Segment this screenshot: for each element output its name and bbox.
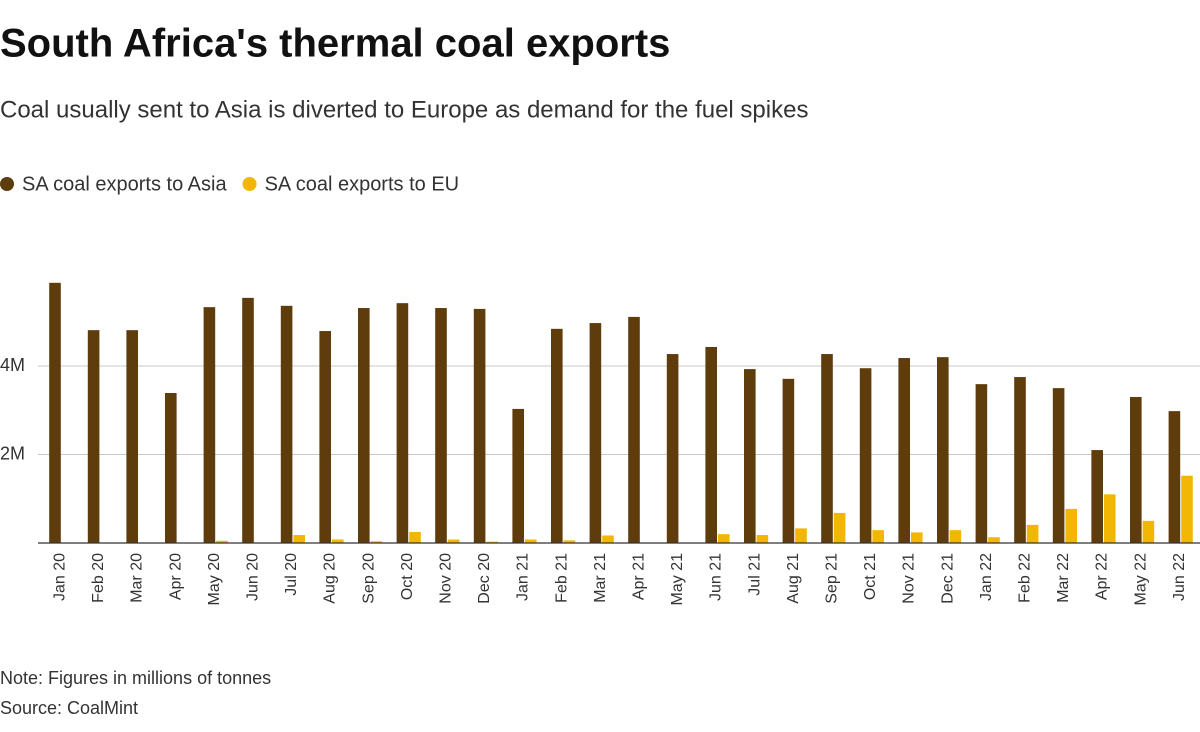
x-tick-label: Jun 21	[708, 553, 725, 601]
x-tick-label: Feb 20	[90, 553, 107, 603]
y-tick-label: 2M	[0, 443, 25, 463]
bar	[795, 528, 807, 543]
x-tick-label: Apr 22	[1094, 553, 1111, 600]
x-tick-label: Oct 21	[862, 553, 879, 600]
x-tick-label: May 22	[1132, 553, 1149, 606]
bar	[859, 368, 872, 543]
bar	[370, 541, 383, 543]
x-tick-label: Mar 21	[592, 553, 609, 603]
x-tick-label: Dec 21	[939, 553, 956, 604]
chart-title: South Africa's thermal coal exports	[0, 22, 670, 66]
bar	[87, 330, 100, 543]
x-tick-label: Jun 20	[245, 553, 262, 601]
x-tick-label: Aug 21	[785, 553, 802, 604]
x-tick-label: Oct 20	[399, 553, 416, 600]
bar	[628, 316, 640, 543]
bar	[1065, 508, 1077, 543]
y-tick-label: 4M	[0, 355, 25, 375]
bar	[332, 539, 344, 543]
bar	[821, 354, 833, 543]
bar	[1168, 411, 1181, 543]
x-tick-label: Jun 22	[1171, 553, 1188, 601]
legend-label: SA coal exports to EU	[265, 173, 460, 195]
x-tick-label: Apr 20	[167, 553, 184, 600]
bar	[1052, 388, 1065, 543]
bar	[216, 540, 228, 543]
bar	[949, 530, 962, 543]
bar	[1130, 396, 1142, 543]
bar	[447, 539, 460, 543]
x-tick-label: Nov 20	[438, 553, 455, 604]
bar	[203, 307, 216, 543]
x-tick-label: Mar 22	[1055, 553, 1072, 603]
bar	[242, 297, 254, 543]
legend-label: SA coal exports to Asia	[22, 173, 227, 195]
x-tick-label: Feb 21	[553, 553, 570, 603]
x-tick-label: Apr 21	[631, 553, 648, 600]
bar	[937, 357, 949, 543]
bar	[409, 531, 421, 543]
x-tick-label: Dec 20	[476, 553, 493, 604]
bar	[1142, 520, 1155, 543]
x-tick-label: Sep 21	[824, 553, 841, 604]
bar	[589, 323, 602, 543]
bar	[126, 330, 138, 543]
bar	[756, 535, 769, 543]
bar	[833, 512, 846, 543]
x-tick-label: Nov 21	[901, 553, 918, 604]
bar	[486, 541, 498, 543]
bar	[1091, 450, 1103, 543]
bar	[525, 539, 537, 543]
bar	[911, 532, 923, 543]
x-tick-label: Jan 21	[515, 553, 532, 601]
bar	[782, 378, 795, 543]
bar	[1026, 524, 1039, 543]
bar	[512, 408, 524, 543]
bar	[358, 308, 370, 543]
bar	[293, 535, 305, 543]
bar	[718, 534, 730, 543]
source: Source: CoalMint	[0, 698, 138, 718]
x-tick-label: Jul 21	[746, 553, 763, 596]
bar	[1181, 475, 1193, 543]
legend-swatch	[242, 177, 257, 191]
chart-subtitle: Coal usually sent to Asia is diverted to…	[0, 96, 808, 123]
bar	[435, 308, 447, 543]
bar	[563, 540, 576, 543]
note: Note: Figures in millions of tonnes	[0, 668, 271, 688]
x-tick-label: Aug 20	[322, 553, 339, 604]
bar	[1104, 494, 1116, 543]
bar	[280, 305, 293, 543]
bar	[165, 392, 177, 543]
bar	[396, 303, 409, 543]
bar	[988, 537, 1000, 543]
legend-swatch	[0, 177, 14, 191]
bar	[473, 308, 486, 543]
x-tick-label: Feb 22	[1017, 553, 1034, 603]
x-tick-label: Jan 22	[978, 553, 995, 601]
x-tick-label: Sep 20	[360, 553, 377, 604]
x-tick-label: Mar 20	[129, 553, 146, 603]
x-tick-label: May 21	[669, 553, 686, 606]
bar	[49, 282, 61, 543]
bar	[975, 384, 988, 543]
bar	[744, 369, 756, 543]
x-tick-label: May 20	[206, 553, 223, 606]
bar	[666, 354, 679, 543]
x-tick-label: Jan 20	[52, 553, 69, 601]
bar	[898, 358, 910, 543]
x-tick-label: Jul 20	[283, 553, 300, 596]
bar	[872, 530, 884, 543]
bar	[551, 328, 563, 543]
bar	[319, 331, 331, 543]
bar	[602, 535, 614, 543]
bar	[1014, 377, 1026, 543]
bar	[705, 346, 717, 543]
